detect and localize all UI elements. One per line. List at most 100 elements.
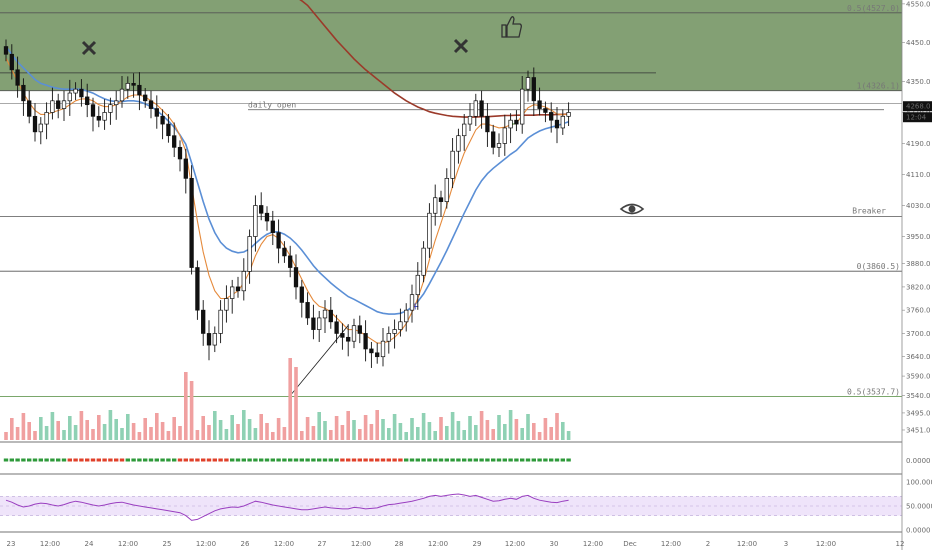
volume-bar [422,413,426,440]
candle-body [491,132,495,148]
supply-zone [0,0,902,91]
x-tick-label: 30 [550,540,559,548]
volume-bar [201,416,205,440]
volume-bar [491,429,495,440]
volume-bar [515,419,519,440]
volume-bar [248,419,252,440]
signal-dot [236,459,240,462]
signal-dot [300,459,304,462]
candle-body [114,101,118,105]
candle-body [33,116,37,132]
y-tick-label: 4450.0 [906,39,931,47]
volume-bar [555,413,559,440]
volume-bar [364,415,368,440]
volume-bar [126,414,130,440]
volume-bar [433,431,437,440]
volume-bar [10,418,14,440]
volume-bar [114,419,118,440]
x-tick-label: 12:00 [737,540,757,548]
candle-body [312,318,316,330]
level-label-1: 1(4326.1) [857,82,900,91]
volume-bar [271,432,275,440]
signal-dot [224,459,228,462]
x-tick-label: 12:00 [816,540,836,548]
candle-body [184,159,188,178]
signal-dot [33,459,37,462]
candle-body [155,109,159,117]
volume-bar [567,431,571,440]
signal-dot [143,459,147,462]
signal-dot [526,459,530,462]
rsi-tick-label: 50.0000 [906,503,932,511]
volume-bar [462,430,466,440]
candle-body [219,310,223,333]
volume-bar [207,425,211,440]
volume-bar [486,420,490,440]
volume-bar [381,419,385,440]
volume-bar [143,418,147,440]
signal-dot [108,459,112,462]
candle-body [364,333,368,349]
volume-bar [352,420,356,440]
candle-body [45,112,49,124]
y-tick-label: 3640.0 [906,353,931,361]
y-tick-label: 3820.0 [906,283,931,291]
volume-bar [538,432,542,440]
signal-dot [462,459,466,462]
candle-body [138,85,142,95]
signal-dot [10,459,14,462]
eye-pupil [629,206,636,213]
volume-bar [294,367,298,440]
candle-body [300,287,304,303]
y-tick-label: 3760.0 [906,307,931,315]
signal-dot [329,459,333,462]
x-tick-label: 12:00 [661,540,681,548]
signal-dot [4,459,8,462]
volume-bar [56,421,60,440]
candle-body [555,120,559,128]
volume-bar [323,421,327,440]
signal-dot [68,459,72,462]
candle-body [178,147,182,159]
candle-body [254,205,258,236]
candle-body [248,237,252,272]
candle-body [97,116,101,120]
y-tick-label: 3950.0 [906,233,931,241]
volume-bar [265,423,269,440]
candle-body [515,120,519,124]
candle-body [10,54,14,70]
signal-dot [561,459,565,462]
volume-bar [329,430,333,440]
x-tick-label: 12:00 [118,540,138,548]
signal-dot [334,459,338,462]
volume-bar [27,422,31,440]
x-tick-label: 25 [163,540,172,548]
volume-bar [468,416,472,440]
candle-body [201,310,205,333]
volume-bar [497,415,501,440]
signal-dot [404,459,408,462]
candle-body [532,78,536,101]
rsi-tick-label: 0.0000 [906,527,931,535]
price-label: 4268.0 [906,103,931,111]
volume-bar [225,429,229,440]
x-tick-label: 3 [784,540,788,548]
volume-bar [45,426,49,440]
signal-dot [352,459,356,462]
y-tick-label: 3540.0 [906,392,931,400]
volume-bar [526,414,530,440]
candle-body [445,178,449,201]
signal-dot [537,459,541,462]
signal-dot [184,459,188,462]
volume-bar [161,422,165,440]
level-label-4: 0(3860.5) [857,262,900,271]
signal-dot [514,459,518,462]
x-tick-label: 29 [473,540,482,548]
signal-dot [27,459,31,462]
volume-bar [509,410,513,440]
candle-body [381,341,385,357]
candle-body [143,95,147,101]
volume-bar [503,424,507,440]
